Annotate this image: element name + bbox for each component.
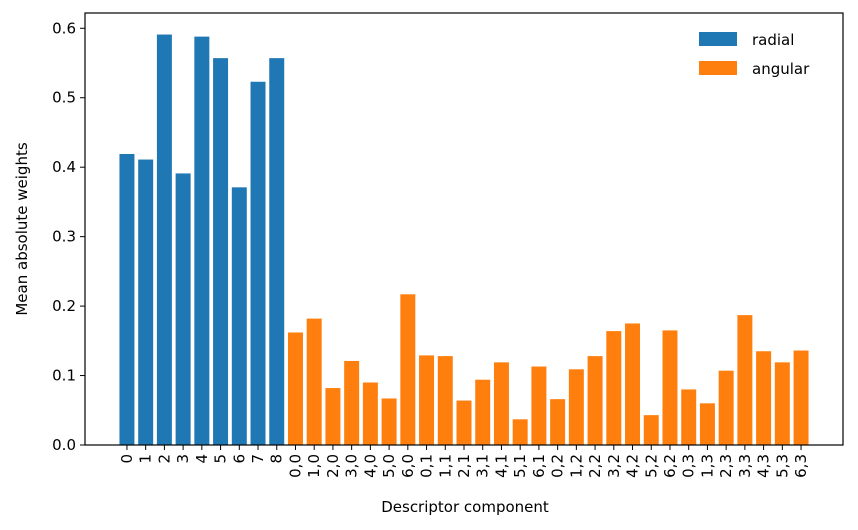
y-tick-label: 0.0 — [52, 436, 76, 454]
legend-swatch — [699, 32, 737, 46]
x-tick-label: 1,2 — [567, 454, 585, 478]
bar — [737, 315, 753, 445]
x-tick-label: 1 — [137, 454, 155, 464]
y-tick-label: 0.4 — [52, 158, 76, 176]
y-tick-label: 0.5 — [52, 89, 76, 107]
x-tick-label: 5,1 — [511, 454, 529, 478]
bar — [287, 332, 303, 445]
bar — [419, 355, 435, 445]
bar — [213, 58, 229, 446]
bar — [699, 403, 715, 445]
x-axis-label: Descriptor component — [381, 498, 549, 516]
y-tick-label: 0.1 — [52, 367, 76, 385]
x-tick-label: 2,1 — [455, 454, 473, 478]
bar — [156, 34, 172, 445]
x-tick-label: 5,2 — [642, 454, 660, 478]
x-tick-label: 3,2 — [605, 454, 623, 478]
bar — [681, 389, 697, 445]
bar — [493, 362, 509, 445]
bar — [793, 350, 809, 445]
bar — [194, 36, 210, 446]
x-tick-label: 6 — [230, 454, 248, 464]
x-tick-label: 2,0 — [324, 454, 342, 478]
y-tick-label: 0.2 — [52, 297, 76, 315]
bar — [550, 399, 566, 445]
x-tick-label: 0,2 — [549, 454, 567, 478]
x-tick-label: 4,1 — [492, 454, 510, 478]
x-tick-label: 2 — [155, 454, 173, 464]
x-tick-label: 3,3 — [736, 454, 754, 478]
bar — [475, 379, 491, 445]
x-tick-label: 6,0 — [399, 454, 417, 478]
bar — [250, 81, 266, 445]
y-axis-label: Mean absolute weights — [13, 142, 31, 315]
bar — [175, 173, 191, 445]
bar — [531, 366, 547, 445]
x-tick-label: 3,1 — [474, 454, 492, 478]
x-tick-label: 8 — [268, 454, 286, 464]
x-tick-label: 5,3 — [773, 454, 791, 478]
x-tick-label: 5 — [212, 454, 230, 464]
x-tick-label: 0,1 — [418, 454, 436, 478]
bar — [587, 356, 603, 445]
x-tick-label: 1,1 — [436, 454, 454, 478]
y-tick-label: 0.3 — [52, 228, 76, 246]
bar — [344, 360, 360, 445]
bar — [138, 159, 154, 445]
bar — [231, 187, 247, 445]
plot-frame — [84, 12, 844, 446]
legend-label: angular — [752, 60, 810, 78]
bar — [774, 362, 790, 445]
bar — [306, 318, 322, 445]
bar — [437, 356, 453, 445]
bar — [625, 323, 641, 445]
x-tick-label: 1,0 — [305, 454, 323, 478]
x-tick-label: 4,0 — [361, 454, 379, 478]
x-tick-label: 4,2 — [624, 454, 642, 478]
x-tick-label: 4 — [193, 454, 211, 464]
x-tick-label: 0,0 — [286, 454, 304, 478]
bar — [662, 330, 678, 445]
bar — [756, 351, 772, 445]
x-tick-label: 6,1 — [530, 454, 548, 478]
x-tick-label: 5,0 — [380, 454, 398, 478]
bar — [400, 294, 416, 445]
bar — [643, 415, 659, 445]
bar — [325, 388, 341, 445]
x-tick-label: 7 — [249, 454, 267, 464]
bar — [606, 331, 622, 445]
x-tick-label: 1,3 — [698, 454, 716, 478]
x-tick-label: 6,2 — [661, 454, 679, 478]
legend-swatch — [699, 61, 737, 75]
x-tick-label: 6,3 — [792, 454, 810, 478]
bar — [512, 419, 528, 445]
x-tick-label: 2,3 — [717, 454, 735, 478]
bar — [568, 369, 584, 445]
x-tick-label: 0 — [118, 454, 136, 464]
x-tick-label: 3,0 — [343, 454, 361, 478]
x-tick-label: 4,3 — [755, 454, 773, 478]
legend-label: radial — [752, 31, 794, 49]
bar — [718, 370, 734, 445]
bar — [362, 382, 378, 445]
x-tick-label: 2,2 — [586, 454, 604, 478]
bar — [381, 398, 397, 445]
bar — [456, 400, 472, 445]
x-tick-label: 0,3 — [680, 454, 698, 478]
bar — [119, 153, 135, 445]
y-tick-label: 0.6 — [52, 19, 76, 37]
bar — [269, 58, 285, 446]
x-tick-label: 3 — [174, 454, 192, 464]
